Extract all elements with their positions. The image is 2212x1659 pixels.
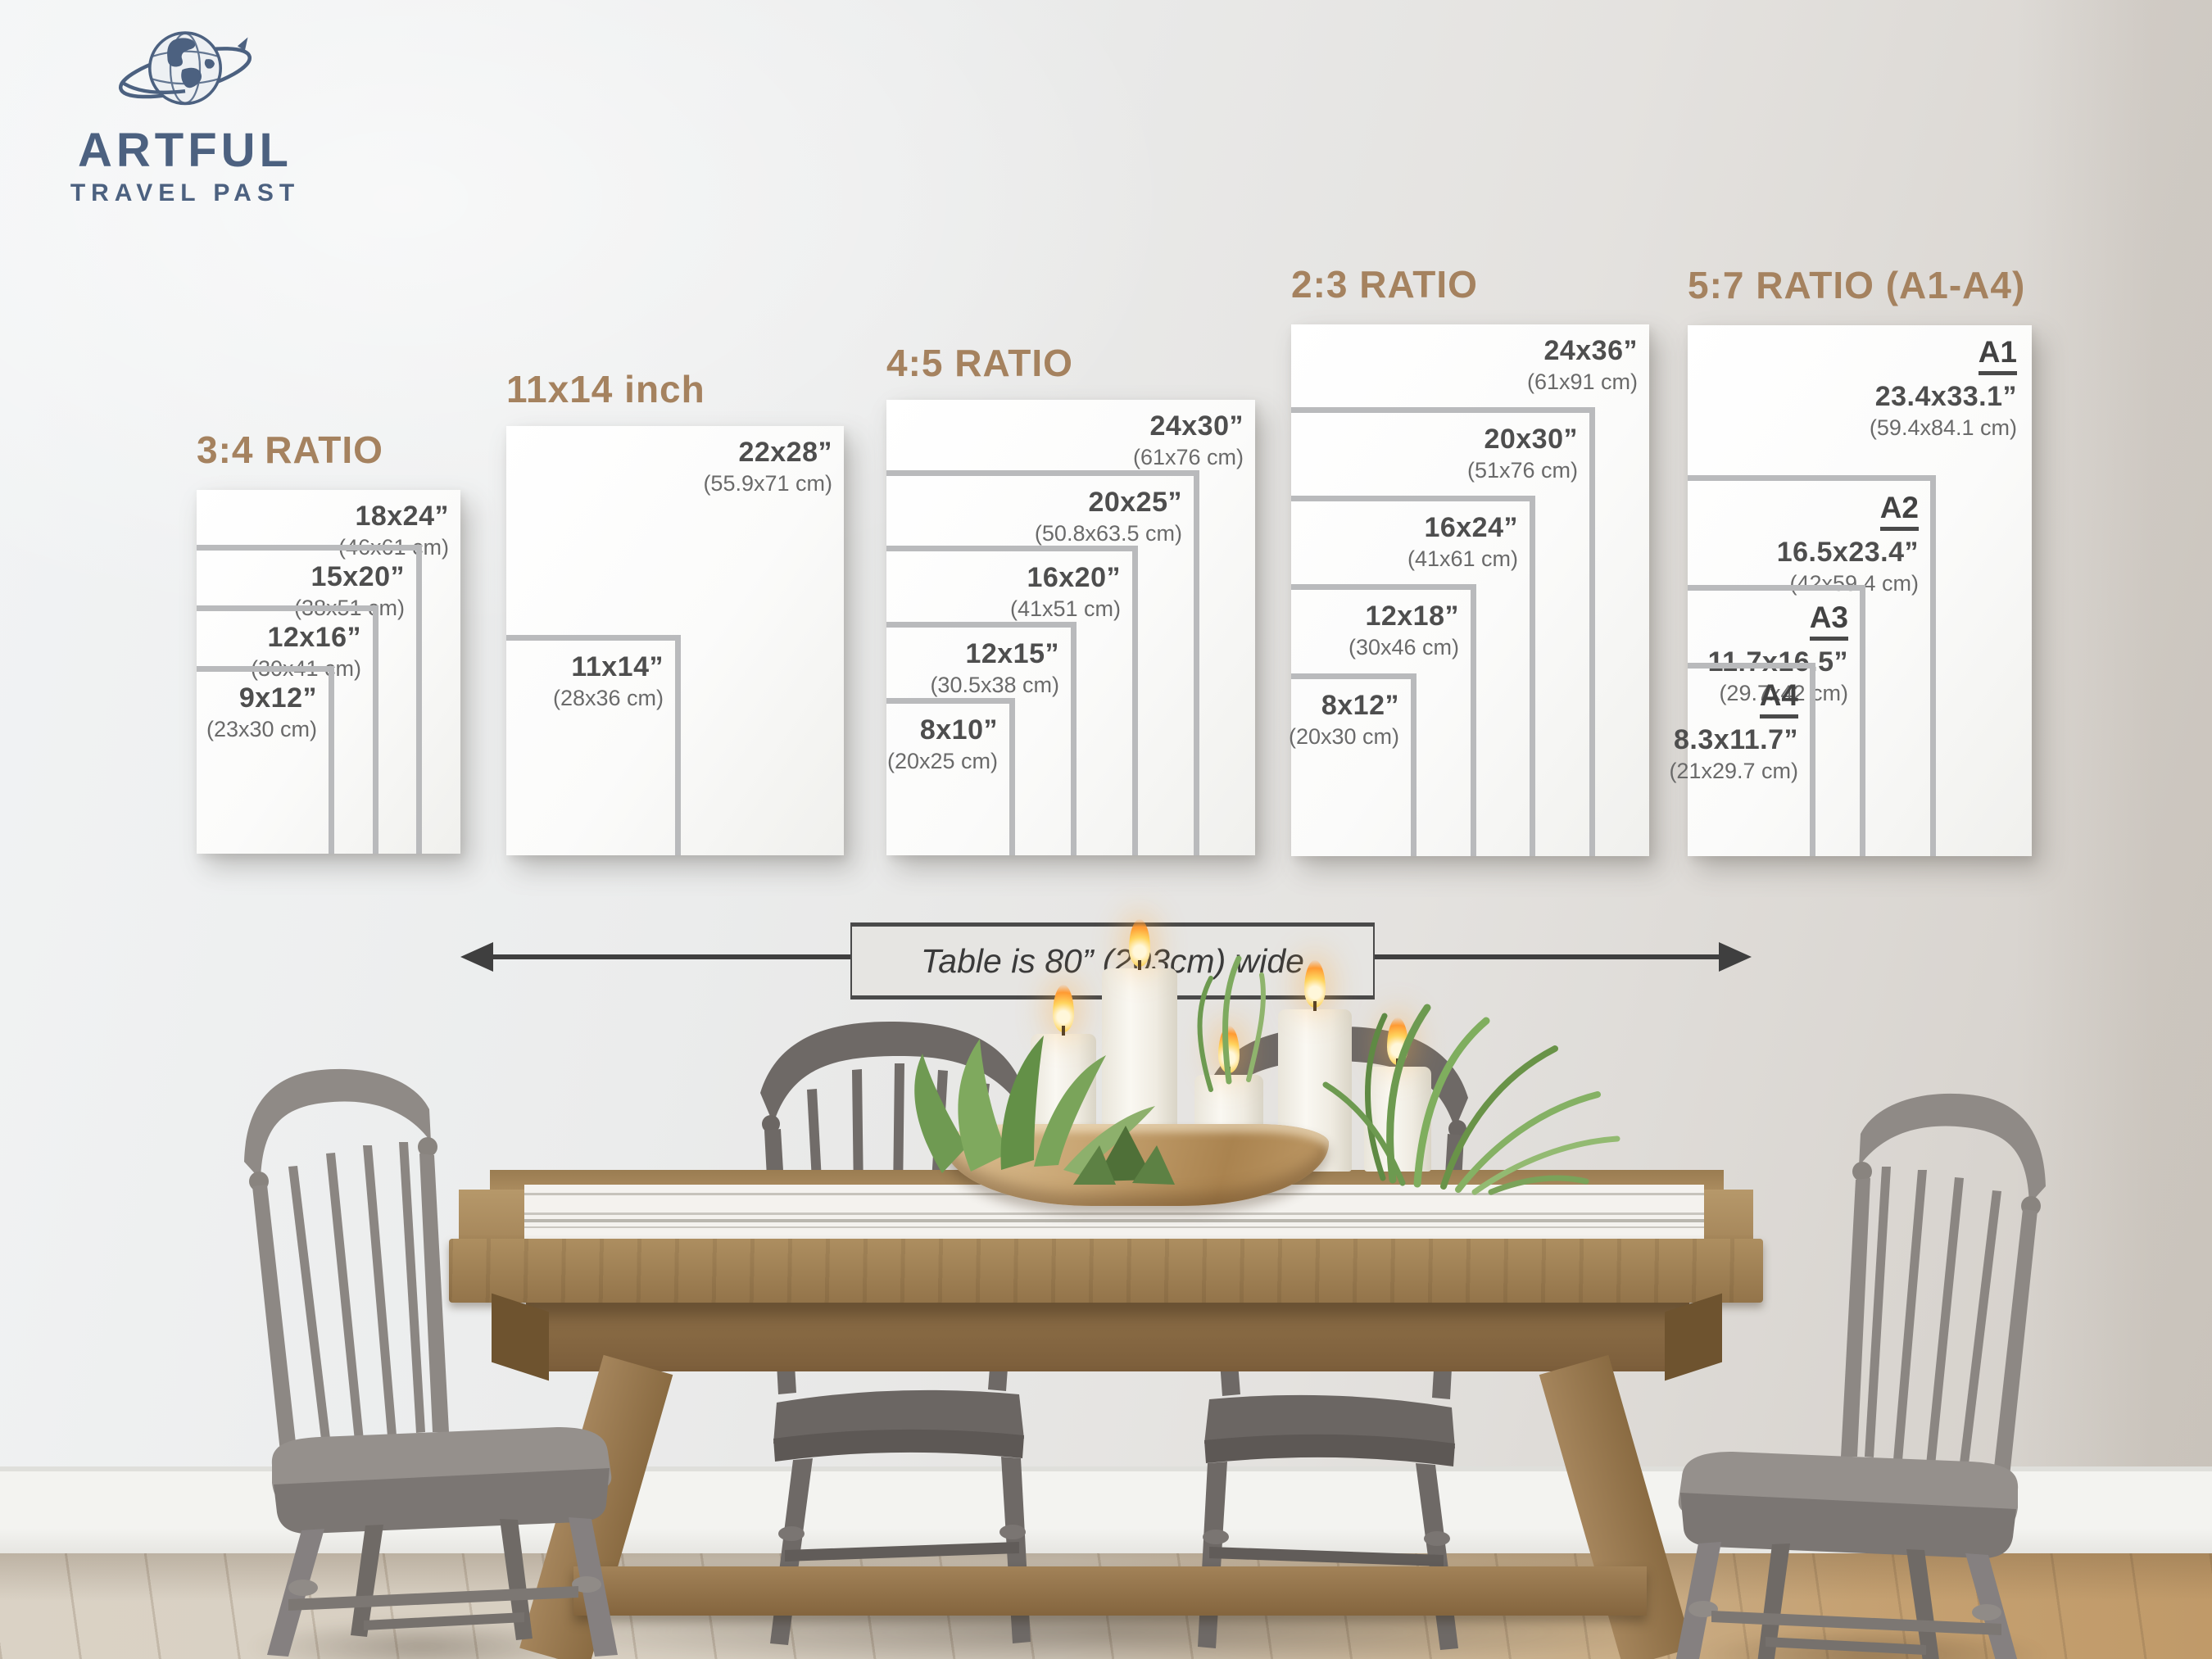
poster-frame: 16x20” (41x51 cm) xyxy=(886,546,1138,855)
table-stretcher-beam xyxy=(573,1566,1647,1616)
size-group-5-7: 5:7 RATIO (A1-A4) A1 23.4x33.1” (59.4x84… xyxy=(1669,264,2032,856)
candle-flame xyxy=(1129,919,1150,967)
poster-frame: 9x12” (23x30 cm) xyxy=(197,666,334,854)
group-title: 2:3 RATIO xyxy=(1291,263,1478,306)
group-title: 4:5 RATIO xyxy=(886,342,1073,384)
arrow-right-icon xyxy=(1719,942,1752,972)
candle-wick xyxy=(1062,1026,1065,1036)
candle-wick xyxy=(1227,1067,1231,1077)
logo-subtitle: TRAVEL PAST xyxy=(70,179,301,206)
size-group-3-4: 3:4 RATIO 18x24” (46x61 cm) 15x20” (38x5… xyxy=(197,428,460,854)
candle-wick xyxy=(1313,1001,1317,1011)
poster-frame: 8x10” (20x25 cm) xyxy=(886,698,1015,855)
tabletop-front-edge xyxy=(449,1239,1763,1303)
poster-frame: 20x25” (50.8x63.5 cm) xyxy=(886,470,1199,855)
poster-frame: 15x20” (38x51 cm) xyxy=(197,545,422,854)
poster-frame: 18x24” (46x61 cm) 15x20” (38x51 cm) 12x1… xyxy=(197,490,460,854)
poster-frame: 11x14” (28x36 cm) xyxy=(506,635,681,855)
poster-frame: A3 11.7x16.5” (29.7x42 cm) xyxy=(1688,585,1865,856)
pillar-candle xyxy=(1364,1067,1431,1172)
poster-frame: A4 8.3x11.7” (21x29.7 cm) xyxy=(1669,663,1815,856)
wall-corner-shade xyxy=(2015,0,2212,1659)
poster-frame: 12x15” (30.5x38 cm) xyxy=(886,622,1077,855)
poster-frame: 24x36” (61x91 cm) 20x30” (51x76 cm) 16x2… xyxy=(1289,324,1649,856)
brand-logo: ARTFUL TRAVEL PAST xyxy=(48,15,323,207)
group-title: 11x14 inch xyxy=(506,368,705,410)
logo-title: ARTFUL xyxy=(78,124,292,177)
size-group-2-3: 2:3 RATIO 24x36” (61x91 cm) 20x30” (51x7… xyxy=(1289,263,1649,856)
candle-flame xyxy=(1304,960,1326,1008)
poster-frame: A1 23.4x33.1” (59.4x84.1 cm) A2 16.5x23.… xyxy=(1669,325,2032,856)
poster-frame: 8x12” (20x30 cm) xyxy=(1289,673,1416,856)
poster-frame: 12x18” (30x46 cm) xyxy=(1291,584,1476,856)
poster-frame: A2 16.5x23.4” (42x59.4 cm) xyxy=(1688,475,1936,856)
group-title: 3:4 RATIO xyxy=(197,428,383,471)
poster-frame: 20x30” (51x76 cm) xyxy=(1291,407,1595,856)
poster-frame: 22x28” (55.9x71 cm) 11x14” (28x36 cm) xyxy=(506,426,844,855)
poster-frame: 16x24” (41x61 cm) xyxy=(1291,496,1535,856)
baseboard xyxy=(0,1466,2212,1555)
candle-flame xyxy=(1053,985,1074,1032)
poster-frame: 24x30” (61x76 cm) 20x25” (50.8x63.5 cm) … xyxy=(886,400,1255,855)
candle-wick xyxy=(1396,1058,1399,1068)
arrow-left-icon xyxy=(460,942,493,972)
table-apron xyxy=(526,1303,1689,1371)
candle-wick xyxy=(1138,960,1141,970)
size-group-11x14: 11x14 inch 22x28” (55.9x71 cm) 11x14” (2… xyxy=(506,368,844,855)
group-title: 5:7 RATIO (A1-A4) xyxy=(1688,264,2026,306)
size-group-4-5: 4:5 RATIO 24x30” (61x76 cm) 20x25” (50.8… xyxy=(886,342,1255,855)
globe-orbit-icon xyxy=(118,31,252,106)
poster-frame: 12x16” (30x41 cm) xyxy=(197,605,378,854)
